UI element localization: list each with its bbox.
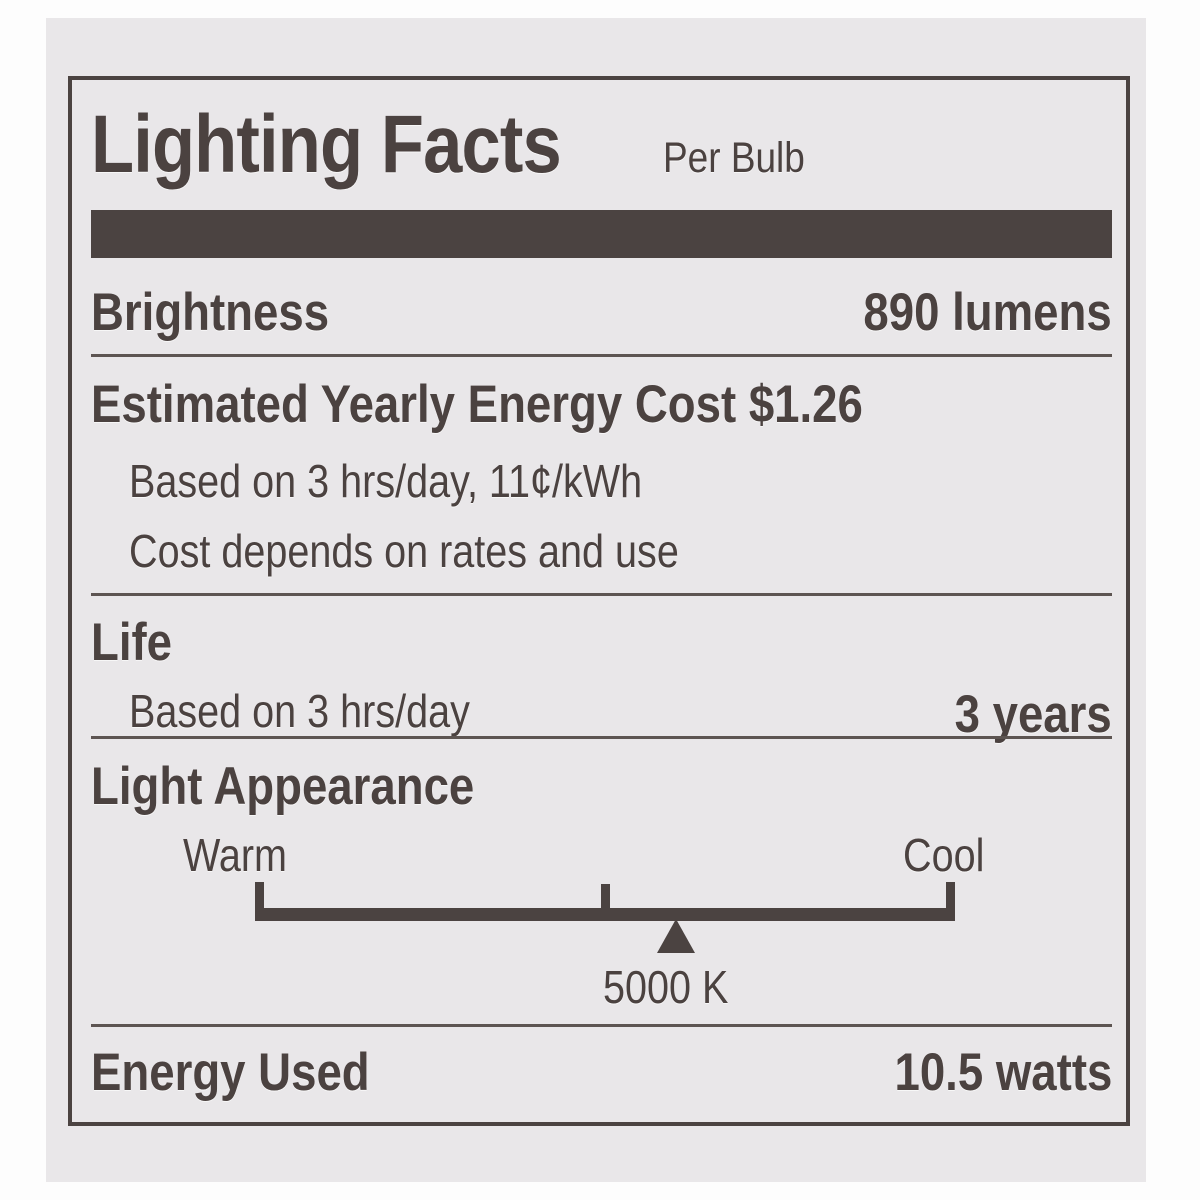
energy-used-row: Energy Used 10.5 watts (91, 1042, 1112, 1112)
scale-warm-label: Warm (183, 829, 288, 881)
scale-cool-label: Cool (903, 829, 985, 881)
energy-cost-heading-row: Estimated Yearly Energy Cost $1.26 (91, 374, 1112, 448)
scale-tick-cool-end (946, 882, 955, 912)
life-label-row: Life (91, 612, 1112, 678)
life-value: 3 years (954, 685, 1112, 744)
scale-tick-warm-end (255, 882, 264, 912)
scale-track (255, 908, 955, 921)
energy-cost-basis-row: Based on 3 hrs/day, 11¢/kWh (91, 454, 1112, 516)
energy-cost-basis: Based on 3 hrs/day, 11¢/kWh (129, 455, 643, 507)
life-label: Life (91, 613, 173, 672)
light-appearance-scale: Warm Cool 5000 K (91, 828, 1112, 1013)
divider-after-light-appearance (91, 1024, 1112, 1027)
label-title-text: Lighting Facts (91, 99, 562, 190)
label-title-suffix-text: Per Bulb (663, 134, 806, 182)
energy-used-label: Energy Used (91, 1043, 370, 1102)
title-solid-rule (91, 210, 1112, 258)
brightness-label: Brightness (91, 283, 330, 342)
energy-cost-heading: Estimated Yearly Energy Cost $1.26 (91, 375, 863, 434)
scale-marker-triangle-icon (657, 919, 695, 953)
brightness-value: 890 lumens (863, 283, 1112, 342)
divider-after-energy-cost (91, 593, 1112, 596)
label-title-row: Lighting Facts Per Bulb (91, 104, 828, 200)
color-temperature-value: 5000 K (603, 961, 729, 1013)
brightness-row: Brightness 890 lumens (91, 282, 1112, 352)
label-content: Lighting Facts Per Bulb Brightness 890 l… (91, 86, 1112, 1118)
light-appearance-label-row: Light Appearance (91, 756, 1112, 826)
scale-tick-middle (601, 884, 610, 912)
divider-after-brightness (91, 354, 1112, 357)
page-title: Lighting Facts (91, 104, 637, 186)
label-frame-border (68, 76, 1130, 1126)
energy-used-value: 10.5 watts (894, 1043, 1112, 1102)
energy-cost-disclaimer-row: Cost depends on rates and use (91, 524, 1112, 586)
light-appearance-label: Light Appearance (91, 757, 475, 816)
divider-after-life (91, 736, 1112, 739)
energy-cost-disclaimer: Cost depends on rates and use (129, 525, 679, 577)
life-basis: Based on 3 hrs/day (129, 685, 470, 737)
life-value-row: Based on 3 hrs/day 3 years (91, 684, 1112, 750)
label-title-suffix: Per Bulb (663, 137, 828, 180)
